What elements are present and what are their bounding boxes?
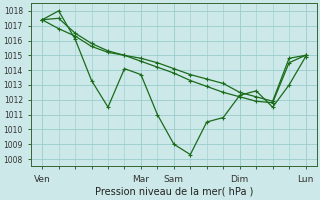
X-axis label: Pression niveau de la mer( hPa ): Pression niveau de la mer( hPa ) bbox=[95, 187, 253, 197]
